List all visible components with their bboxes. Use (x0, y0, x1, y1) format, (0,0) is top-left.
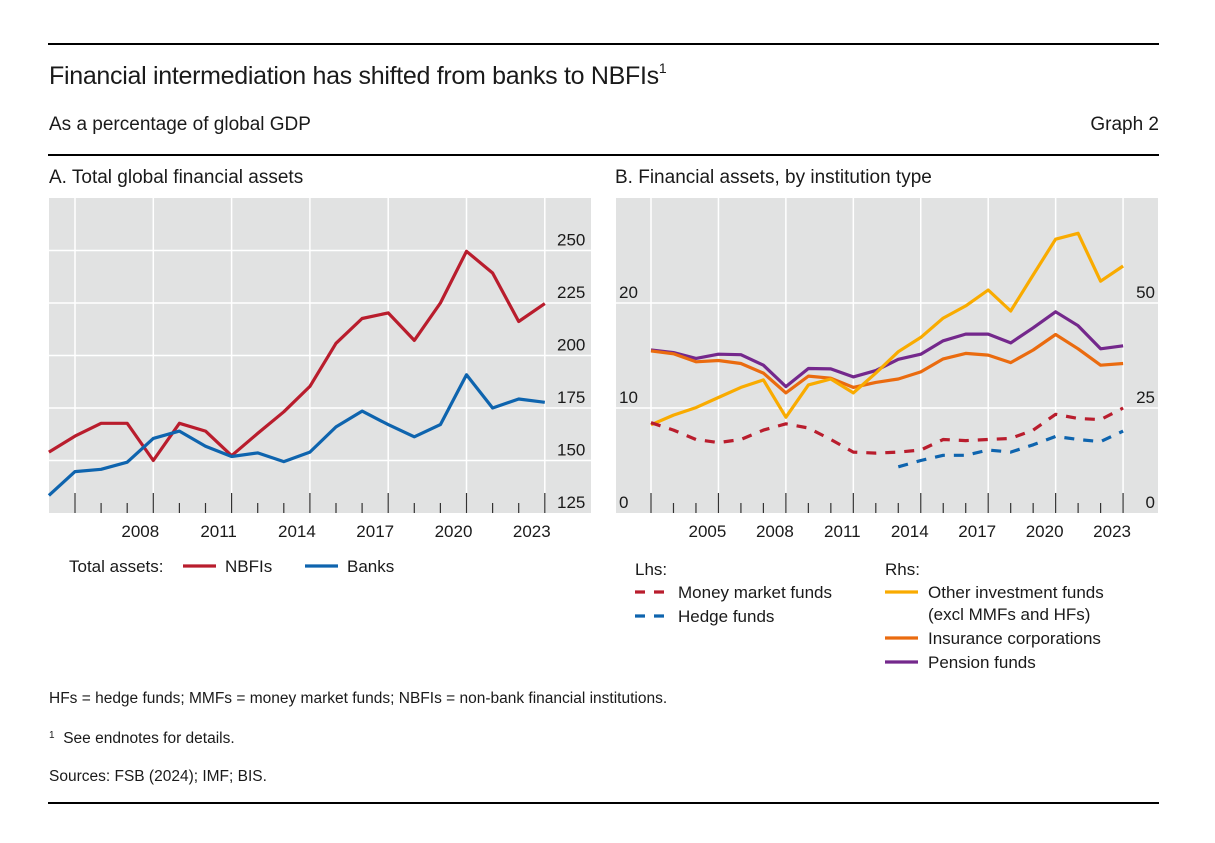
graph-subtitle: As a percentage of global GDP (49, 114, 311, 135)
panel-b-legend: Lhs: Money market funds Hedge funds Rhs: Oth… (635, 560, 1104, 672)
panel-b-xtick-label: 2017 (958, 522, 996, 541)
panel-b-line-pension (650, 310, 1124, 389)
panel-b-right-ytick-label: 25 (1136, 388, 1155, 407)
panel-a-ytick-label: 200 (557, 336, 585, 355)
abbreviations-note: HFs = hedge funds; MMFs = money market f… (49, 690, 668, 707)
legend-label-insurance: Insurance corporations (928, 629, 1101, 648)
footnote-text: See endnotes for details. (63, 730, 235, 747)
panel-b-xtick-label: 2011 (824, 522, 861, 541)
panel-b-line-other_inv (650, 231, 1124, 427)
panel-b-xtick-label: 2005 (689, 522, 727, 541)
top-rule (48, 43, 1159, 45)
graph-title: Financial intermediation has shifted fro… (49, 60, 667, 91)
panel-a-chart: 125 150 175 200 225 250 2008 2011 2014 2017 2020 20… (47, 198, 591, 541)
legend-label-nbfis: NBFIs (225, 557, 272, 576)
panel-b-line-insurance (650, 332, 1124, 395)
graph-title-text: Financial intermediation has shifted fro… (49, 62, 659, 90)
panel-b-xtick-label: 2008 (756, 522, 794, 541)
panel-b-legend-title-rhs: Rhs: (885, 560, 920, 579)
panel-b-xtick-label: 2014 (891, 522, 929, 541)
panel-b-line-hedge (897, 429, 1124, 469)
legend-label-mmf: Money market funds (678, 583, 832, 602)
panel-a-title: A. Total global financial assets (49, 167, 304, 188)
panel-b-xtick-label: 2023 (1093, 522, 1131, 541)
legend-label-banks: Banks (347, 557, 394, 576)
panel-a-xtick-label: 2008 (121, 522, 159, 541)
panel-b-line-mmf (650, 406, 1124, 455)
panel-a-ytick-label: 150 (557, 441, 585, 460)
footnote-mark: 1 (49, 730, 55, 741)
bottom-rule (48, 802, 1159, 804)
panel-b-left-ytick-label: 10 (619, 388, 638, 407)
panel-a-xtick-label: 2020 (435, 522, 473, 541)
panel-a-legend-title: Total assets: (69, 557, 164, 576)
panel-a-line-banks (47, 373, 546, 497)
panel-b-left-ytick-label: 0 (619, 493, 628, 512)
sources-note: Sources: FSB (2024); IMF; BIS. (49, 768, 267, 785)
panel-a-ytick-label: 250 (557, 231, 585, 250)
panel-a-xtick-label: 2011 (200, 522, 237, 541)
footnote-1: 1 See endnotes for details. (49, 730, 235, 748)
panel-a-xtick-label: 2014 (278, 522, 316, 541)
panel-a-ytick-label: 175 (557, 388, 585, 407)
panel-b-plot-area (616, 198, 1158, 513)
legend-label-hedge: Hedge funds (678, 607, 774, 626)
panel-b-right-ytick-label: 50 (1136, 283, 1155, 302)
panel-a-xtick-label: 2017 (356, 522, 394, 541)
legend-label-pension: Pension funds (928, 653, 1036, 672)
panel-b-title: B. Financial assets, by institution type (615, 167, 932, 188)
legend-label-other_inv-line2: (excl MMFs and HFs) (928, 605, 1090, 624)
panel-a-xtick-label: 2023 (513, 522, 551, 541)
panel-b-xtick-label: 2020 (1026, 522, 1064, 541)
panel-a-ytick-label: 125 (557, 493, 585, 512)
panel-b-right-ytick-label: 0 (1146, 493, 1155, 512)
title-footnote-mark: 1 (658, 60, 667, 76)
panel-b-legend-title-lhs: Lhs: (635, 560, 667, 579)
graph-number: Graph 2 (1090, 114, 1159, 135)
legend-label-other_inv: Other investment funds (928, 583, 1104, 602)
panel-a-legend: Total assets: NBFIs Banks (69, 557, 394, 576)
header-rule (48, 154, 1159, 156)
panel-b-chart: 0 10 20 0 25 50 2005 2008 2011 2014 2017 2020 2023 (616, 198, 1158, 541)
panel-a-line-nbfis (48, 249, 546, 463)
panel-a-ytick-label: 225 (557, 283, 585, 302)
panel-b-left-ytick-label: 20 (619, 283, 638, 302)
